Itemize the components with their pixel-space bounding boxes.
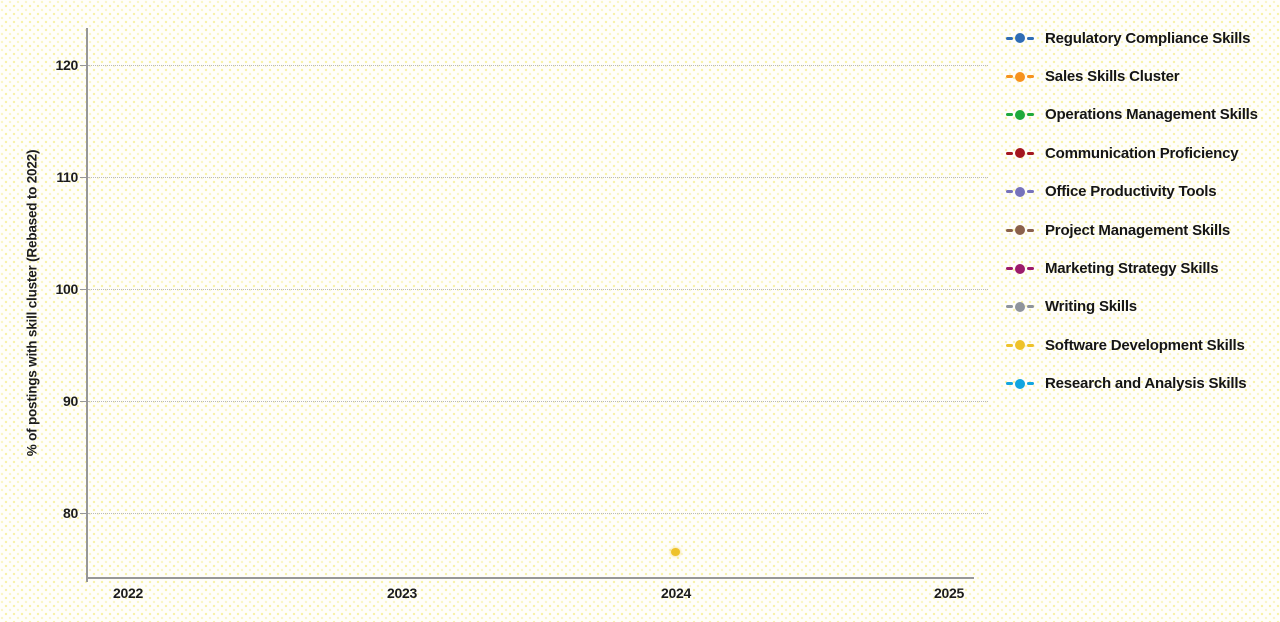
x-tick-label: 2022	[113, 585, 143, 601]
y-tick-mark-80	[80, 513, 87, 514]
legend-line-dot-icon	[1005, 263, 1035, 274]
x-tick-label: 2024	[661, 585, 691, 601]
series-dash-icon	[1006, 36, 1013, 40]
series-dash-icon	[1006, 228, 1013, 232]
legend: Regulatory Compliance Skills Sales Skills…	[1005, 19, 1258, 403]
y-tick-label: 100	[55, 281, 79, 297]
y-tick-label: 110	[56, 169, 78, 185]
gridline-y-90	[88, 401, 988, 402]
legend-line-dot-icon	[1005, 378, 1035, 389]
y-tick-mark-100	[80, 289, 87, 290]
y-tick-label: 120	[55, 57, 79, 73]
gridline-y-100	[88, 289, 988, 290]
series-dot-icon	[1015, 109, 1025, 120]
legend-label: Office Productivity Tools	[1045, 183, 1217, 201]
legend-label: Writing Skills	[1045, 298, 1137, 316]
series-dash-icon	[1027, 151, 1034, 155]
series-dot-icon	[1015, 301, 1025, 312]
series-dot-icon	[1015, 186, 1025, 197]
legend-item-marketing-strategy-skills[interactable]: Marketing Strategy Skills	[1005, 249, 1258, 287]
data-point-software-development-skills	[671, 548, 681, 557]
legend-item-regulatory-compliance-skills[interactable]: Regulatory Compliance Skills	[1005, 19, 1258, 57]
y-tick-mark-90	[80, 401, 87, 402]
y-tick-label: 80	[63, 505, 78, 521]
legend-item-operations-management-skills[interactable]: Operations Management Skills	[1005, 96, 1258, 134]
series-dot-icon	[1015, 71, 1025, 82]
series-dot-icon	[1015, 225, 1025, 236]
legend-item-sales-skills-cluster[interactable]: Sales Skills Cluster	[1005, 57, 1258, 95]
x-tick-label: 2023	[387, 585, 417, 601]
legend-line-dot-icon	[1005, 340, 1035, 351]
series-dash-icon	[1027, 190, 1034, 194]
y-tick-label: 90	[63, 393, 78, 409]
legend-line-dot-icon	[1005, 225, 1035, 236]
series-dash-icon	[1006, 151, 1013, 155]
series-dash-icon	[1027, 382, 1034, 386]
series-dot-icon	[1015, 378, 1025, 389]
legend-item-writing-skills[interactable]: Writing Skills	[1005, 288, 1258, 326]
series-dash-icon	[1027, 305, 1034, 309]
legend-label: Sales Skills Cluster	[1045, 68, 1180, 86]
legend-item-research-and-analysis-skills[interactable]: Research and Analysis Skills	[1005, 365, 1258, 403]
legend-label: Research and Analysis Skills	[1045, 375, 1247, 393]
gridline-y-110	[88, 177, 988, 178]
series-dash-icon	[1027, 75, 1034, 79]
series-dash-icon	[1027, 267, 1034, 271]
series-dash-icon	[1027, 343, 1034, 347]
series-dot-icon	[1015, 340, 1025, 351]
legend-line-dot-icon	[1005, 301, 1035, 312]
legend-label: Project Management Skills	[1045, 221, 1231, 239]
legend-item-project-management-skills[interactable]: Project Management Skills	[1005, 211, 1258, 249]
legend-line-dot-icon	[1005, 148, 1035, 159]
legend-line-dot-icon	[1005, 109, 1035, 120]
series-dot-icon	[1015, 33, 1025, 44]
series-dash-icon	[1006, 113, 1013, 117]
series-dot-icon	[1015, 148, 1025, 159]
y-axis-spine	[86, 28, 88, 582]
legend-line-dot-icon	[1005, 71, 1035, 82]
legend-label: Regulatory Compliance Skills	[1045, 29, 1251, 47]
legend-line-dot-icon	[1005, 33, 1035, 44]
legend-label: Communication Proficiency	[1045, 144, 1239, 162]
gridline-y-120	[88, 65, 988, 66]
x-axis-spine	[86, 577, 974, 579]
series-dash-icon	[1006, 190, 1013, 194]
series-dash-icon	[1027, 113, 1034, 117]
series-dash-icon	[1006, 343, 1013, 347]
y-tick-mark-120	[80, 65, 87, 66]
series-dash-icon	[1006, 382, 1013, 386]
series-dash-icon	[1027, 228, 1034, 232]
y-tick-mark-110	[80, 177, 87, 178]
legend-item-office-productivity-tools[interactable]: Office Productivity Tools	[1005, 173, 1258, 211]
series-dash-icon	[1006, 305, 1013, 309]
series-dash-icon	[1006, 267, 1013, 271]
series-dot-icon	[1015, 263, 1025, 274]
legend-label: Software Development Skills	[1045, 336, 1245, 354]
legend-label: Operations Management Skills	[1045, 106, 1258, 124]
legend-item-communication-proficiency[interactable]: Communication Proficiency	[1005, 134, 1258, 172]
series-dash-icon	[1027, 36, 1034, 40]
gridline-y-80	[88, 513, 988, 514]
x-tick-label: 2025	[934, 585, 964, 601]
legend-line-dot-icon	[1005, 186, 1035, 197]
legend-label: Marketing Strategy Skills	[1045, 260, 1219, 278]
y-axis-title: % of postings with skill cluster (Rebase…	[24, 149, 40, 457]
legend-item-software-development-skills[interactable]: Software Development Skills	[1005, 326, 1258, 364]
series-dash-icon	[1006, 75, 1013, 79]
